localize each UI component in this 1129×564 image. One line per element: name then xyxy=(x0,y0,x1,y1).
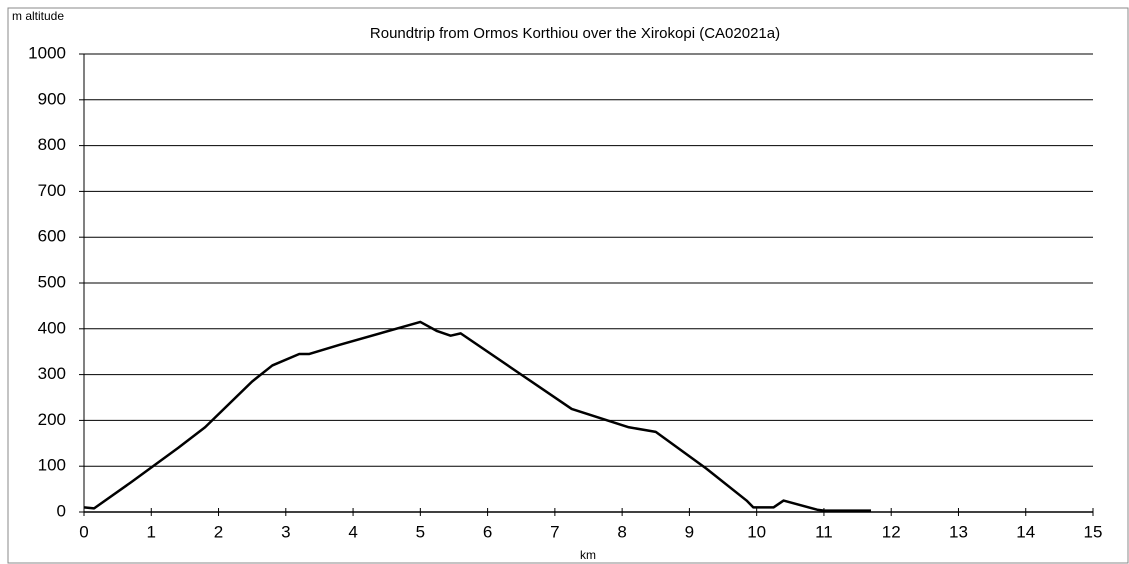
x-tick-label: 11 xyxy=(815,522,833,541)
y-tick-label: 1000 xyxy=(28,43,66,62)
x-tick-label: 5 xyxy=(416,522,425,541)
x-tick-label: 4 xyxy=(348,522,357,541)
y-tick-label: 900 xyxy=(38,89,66,108)
y-tick-label: 0 xyxy=(57,501,66,520)
x-tick-label: 12 xyxy=(882,522,901,541)
x-axis-label: km xyxy=(580,548,596,562)
y-tick-label: 700 xyxy=(38,181,66,200)
y-axis-label: m altitude xyxy=(12,9,64,23)
x-tick-label: 9 xyxy=(685,522,694,541)
x-tick-label: 1 xyxy=(147,522,156,541)
x-tick-label: 6 xyxy=(483,522,492,541)
y-tick-label: 300 xyxy=(38,364,66,383)
x-tick-label: 8 xyxy=(617,522,626,541)
altitude-line xyxy=(83,320,872,512)
x-tick-label: 0 xyxy=(79,522,88,541)
x-tick-label: 15 xyxy=(1084,522,1103,541)
x-tick-label: 10 xyxy=(747,522,766,541)
y-tick-label: 800 xyxy=(38,135,66,154)
x-tick-label: 2 xyxy=(214,522,223,541)
y-tick-label: 100 xyxy=(38,456,66,475)
x-tick-label: 3 xyxy=(281,522,290,541)
y-tick-label: 400 xyxy=(38,318,66,337)
chart-title: Roundtrip from Ormos Korthiou over the X… xyxy=(370,25,780,42)
y-tick-label: 500 xyxy=(38,272,66,291)
y-tick-label: 200 xyxy=(38,410,66,429)
x-tick-label: 7 xyxy=(550,522,559,541)
x-tick-label: 14 xyxy=(1016,522,1035,541)
chart-frame xyxy=(7,7,1129,564)
x-tick-label: 13 xyxy=(949,522,968,541)
y-tick-label: 600 xyxy=(38,227,66,246)
